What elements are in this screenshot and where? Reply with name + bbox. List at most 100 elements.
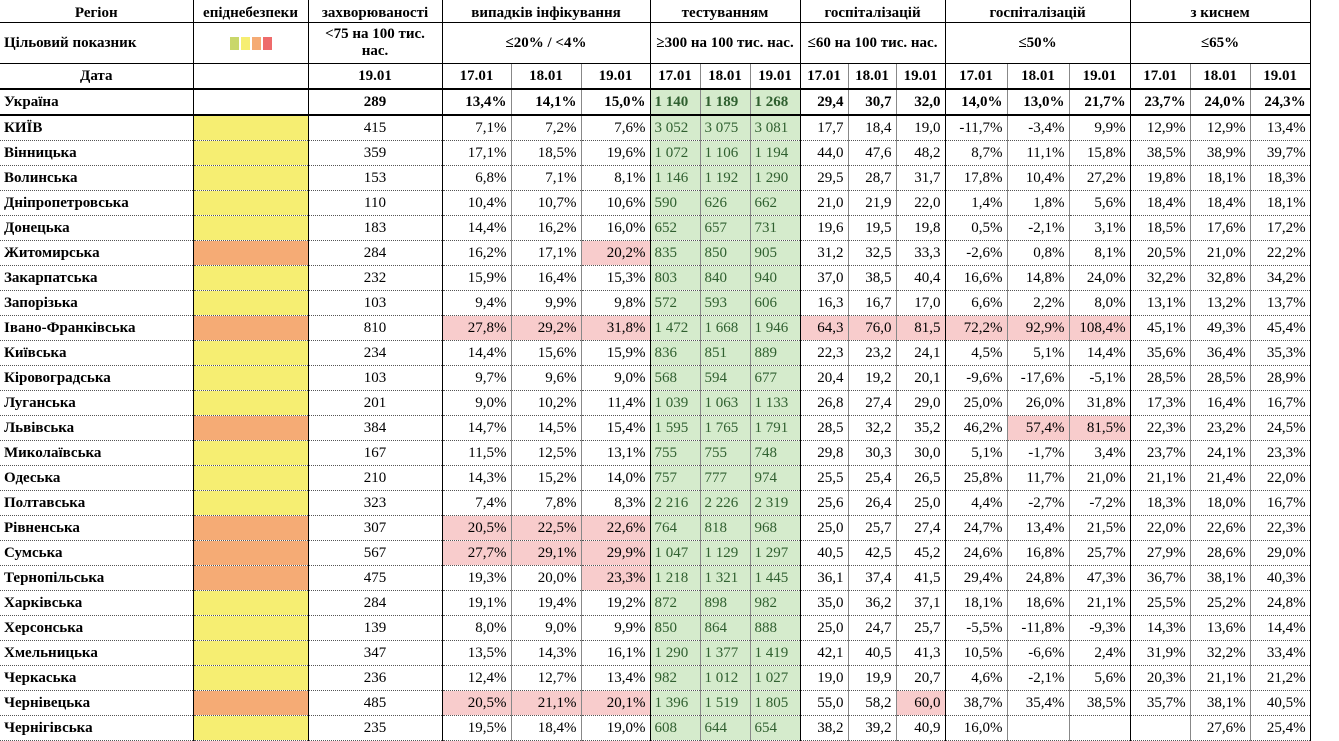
cell: 1 027 [750,665,801,691]
cell: 2 226 [700,490,751,516]
cell: -5,1% [1069,365,1131,391]
column-header: захворюваності [308,0,443,23]
cell: 20,5% [1130,240,1191,266]
region-name: Херсонська [0,615,194,641]
cell: 29,9% [581,540,651,566]
region-row: Черкаська 236 12,4% 12,7% 13,4% 982 1 012 1 027… [0,665,1311,691]
cell: 905 [750,240,801,266]
cell: 14,3% [511,640,582,666]
cell: 16,2% [442,240,512,266]
cell: 64,3 [800,315,849,341]
region-name: КИЇВ [0,115,194,141]
cell: 28,7 [848,165,897,191]
cell: 17,1% [442,140,512,166]
page: html,body{margin:0;padding:0;background:… [0,0,1311,741]
cell: 23,3% [581,565,651,591]
cell: 0,5% [945,215,1008,241]
cell: 33,4% [1250,640,1311,666]
cell: 234 [308,340,443,366]
cell: 19,2 [848,365,897,391]
cell: 23,7% [1130,89,1191,116]
region-row: Чернівецька 485 20,5% 21,1% 20,1% 1 396 1 519 1… [0,690,1311,716]
cell: 1 595 [650,415,701,441]
cell: 16,6% [945,265,1008,291]
cell: 982 [750,590,801,616]
cell: 16,0% [581,215,651,241]
cell: 7,8% [511,490,582,516]
cell: 24,6% [945,540,1008,566]
cell: 1 072 [650,140,701,166]
cell: -5,5% [945,615,1008,641]
cell: 12,4% [442,665,512,691]
cell: 18,3% [1130,490,1191,516]
cell: 26,5 [896,465,946,491]
cell: 7,1% [442,115,512,141]
cell: 1 133 [750,390,801,416]
date: 17.01 [442,63,512,90]
cell: 25,4 [848,465,897,491]
cell: 5,1% [1007,340,1070,366]
cell: 20,2% [581,240,651,266]
cell: 851 [700,340,751,366]
danger-level [193,440,309,466]
cell: 818 [700,515,751,541]
target-value: ≥300 на 100 тис. нас. [650,22,801,64]
cell: 9,9% [511,290,582,316]
cell: 1 396 [650,690,701,716]
cell: 32,0 [896,89,946,116]
cell: 19,9 [848,665,897,691]
cell: 8,7% [945,140,1008,166]
cell: 45,1% [1130,315,1191,341]
cell: 21,1% [1130,465,1191,491]
cell: 28,5% [1130,365,1191,391]
cell: 29,8 [800,440,849,466]
cell: 19,8 [896,215,946,241]
cell: 14,3% [442,465,512,491]
cell: -17,6% [1007,365,1070,391]
cell: -2,7% [1007,490,1070,516]
cell: -11,7% [945,115,1008,141]
cell: 13,2% [1190,290,1251,316]
cell: 28,5% [1190,365,1251,391]
cell: 19,1% [442,590,512,616]
region-name: Харківська [0,590,194,616]
cell: 18,1% [945,590,1008,616]
cell: 485 [308,690,443,716]
cell: 940 [750,265,801,291]
cell: 25,0% [945,390,1008,416]
cell: 19,3% [442,565,512,591]
cell: 22,6% [1190,515,1251,541]
cell: 13,6% [1190,615,1251,641]
cell: 21,0 [800,190,849,216]
cell: 18,4% [511,715,582,741]
data-table: Регіон епіднебезпеки захворюваності випадкі… [0,0,1311,741]
cell: 764 [650,515,701,541]
cell: 29,0 [896,390,946,416]
region-name: Львівська [0,415,194,441]
legend-square [240,36,250,50]
cell: 38,2 [800,715,849,741]
cell: -9,6% [945,365,1008,391]
cell: 24,1 [896,340,946,366]
cell [1007,715,1070,741]
cell: 35,6% [1130,340,1191,366]
cell: -2,1% [1007,665,1070,691]
target-value: ≤60 на 100 тис. нас. [800,22,946,64]
cell: 13,4% [1007,515,1070,541]
cell: 16,4% [1190,390,1251,416]
cell: 18,3% [1250,165,1311,191]
cell: 11,7% [1007,465,1070,491]
cell: 4,6% [945,665,1008,691]
cell: 49,3% [1190,315,1251,341]
cell: 40,4 [896,265,946,291]
cell: 19,8% [1130,165,1191,191]
danger-level [193,290,309,316]
cell: 594 [700,365,751,391]
cell: 21,1% [511,690,582,716]
cell: 1 472 [650,315,701,341]
cell: 1 290 [750,165,801,191]
target-value: ≤20% / <4% [442,22,651,64]
cell: 872 [650,590,701,616]
cell: 22,0% [1250,465,1311,491]
cell: 3 081 [750,115,801,141]
